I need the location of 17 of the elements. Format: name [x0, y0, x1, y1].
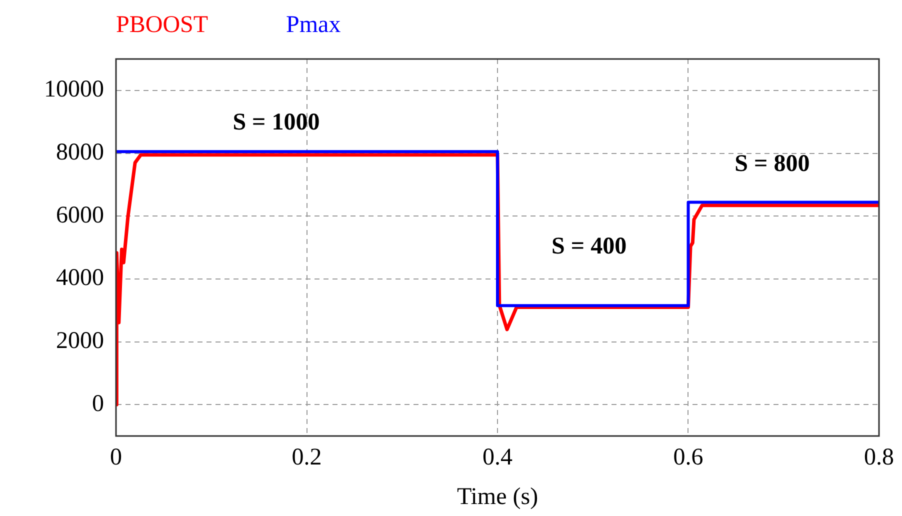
x-tick-label: 0.8: [864, 444, 894, 471]
y-tick-label: 6000: [56, 202, 104, 228]
y-tick-label: 0: [92, 390, 104, 417]
annotation: S = 800: [734, 150, 810, 177]
annotation: S = 1000: [232, 109, 320, 136]
x-tick-label: 0: [110, 444, 122, 471]
annotation: S = 400: [552, 234, 627, 260]
y-tick-label: 8000: [56, 140, 104, 166]
x-tick-label: 0.2: [292, 444, 322, 471]
x-axis-title: Time (s): [456, 484, 538, 510]
x-tick-label: 0.4: [482, 444, 512, 471]
y-tick-label: 4000: [56, 265, 104, 292]
x-tick-label: 0.6: [673, 444, 704, 471]
text: PBOOST: [116, 12, 208, 39]
y-tick-label: 10000: [44, 76, 104, 103]
y-tick-label: 2000: [56, 328, 104, 354]
text: Pmax: [286, 12, 341, 39]
